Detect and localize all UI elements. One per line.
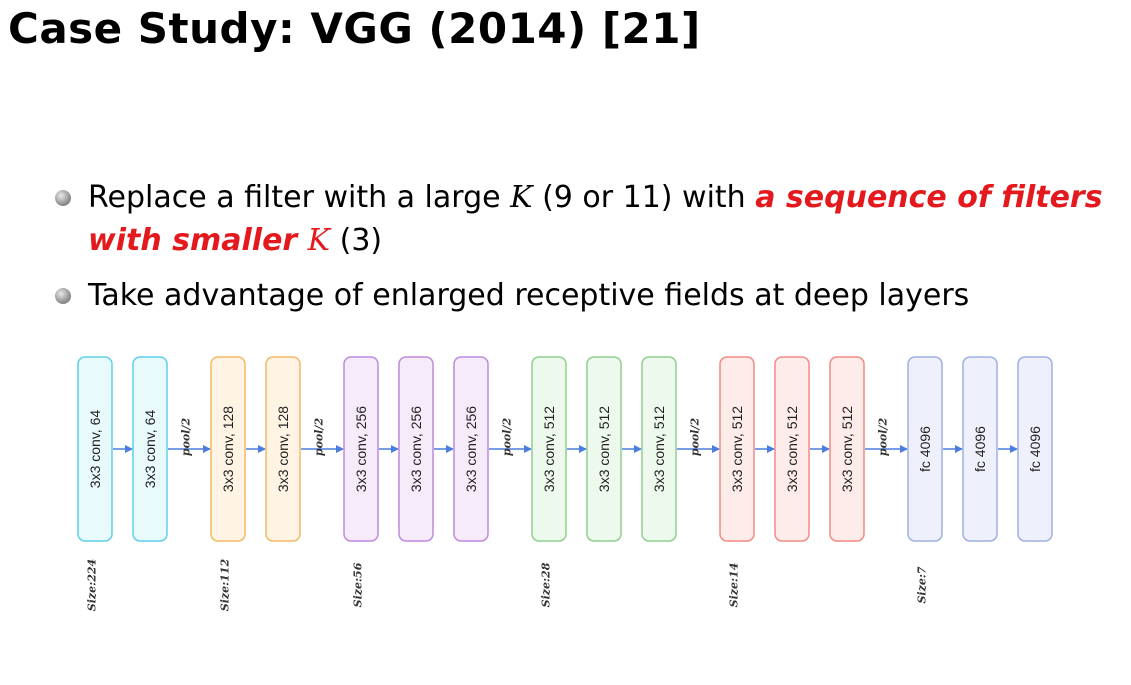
- layer-label: fc 4096: [1027, 426, 1043, 472]
- bullet-text-segment: Replace a filter with a large: [88, 180, 511, 215]
- size-label: Size:56: [352, 562, 365, 607]
- layer-label: 3x3 conv, 128: [220, 406, 236, 492]
- layer-box: [531, 356, 567, 542]
- layer-label: 3x3 conv, 512: [839, 406, 855, 492]
- slide-title: Case Study: VGG (2014) [21]: [8, 4, 701, 53]
- layer-label: 3x3 conv, 512: [541, 406, 557, 492]
- layer-box: [265, 356, 301, 542]
- layer-label: fc 4096: [972, 426, 988, 472]
- layer-label: 3x3 conv, 128: [275, 406, 291, 492]
- bullet-item: Take advantage of enlarged receptive fie…: [55, 274, 1115, 317]
- layer-label: 3x3 conv, 256: [408, 406, 424, 492]
- layer-label: 3x3 conv, 512: [596, 406, 612, 492]
- size-label: Size:14: [728, 563, 741, 608]
- layer-box: [829, 356, 865, 542]
- layer-box: [907, 356, 943, 542]
- layer-box: [453, 356, 489, 542]
- math-variable: K: [510, 180, 533, 215]
- layer-box: [398, 356, 434, 542]
- emphasis-segment: a sequence of filters with smaller: [88, 180, 1103, 258]
- emphasis-text: a sequence of filters with smaller K: [88, 180, 1103, 258]
- pool-label: pool/2: [501, 418, 514, 457]
- layer-box: [641, 356, 677, 542]
- bullet-item: Replace a filter with a large K (9 or 11…: [55, 176, 1115, 262]
- size-label: Size:7: [916, 566, 929, 603]
- layer-box: [719, 356, 755, 542]
- layer-box: [132, 356, 168, 542]
- bullet-text-segment: (9 or 11) with: [532, 180, 756, 215]
- layer-label: 3x3 conv, 64: [87, 410, 103, 489]
- layer-box: [774, 356, 810, 542]
- pool-label: pool/2: [877, 418, 890, 457]
- math-variable: K: [307, 223, 331, 258]
- bullet-icon: [55, 288, 71, 304]
- layer-label: 3x3 conv, 512: [784, 406, 800, 492]
- bullet-text: Replace a filter with a large K (9 or 11…: [88, 180, 1103, 258]
- layer-box: [343, 356, 379, 542]
- bullet-list: Replace a filter with a large K (9 or 11…: [55, 176, 1115, 317]
- pool-label: pool/2: [689, 418, 702, 457]
- bullet-text-segment: (3): [330, 223, 383, 258]
- pool-label: pool/2: [180, 418, 193, 457]
- layer-label: 3x3 conv, 64: [142, 410, 158, 489]
- pool-label: pool/2: [313, 418, 326, 457]
- layer-label: fc 4096: [917, 426, 933, 472]
- layer-label: 3x3 conv, 256: [353, 406, 369, 492]
- bullet-text: Take advantage of enlarged receptive fie…: [88, 278, 970, 313]
- size-label: Size:224: [86, 559, 99, 611]
- layer-label: 3x3 conv, 512: [651, 406, 667, 492]
- layer-box: [77, 356, 113, 542]
- size-label: Size:28: [540, 562, 553, 607]
- layer-box: [210, 356, 246, 542]
- layer-label: 3x3 conv, 256: [463, 406, 479, 492]
- layer-box: [1017, 356, 1053, 542]
- bullet-icon: [55, 190, 71, 206]
- layer-label: 3x3 conv, 512: [729, 406, 745, 492]
- layer-box: [962, 356, 998, 542]
- layer-box: [586, 356, 622, 542]
- size-label: Size:112: [219, 558, 232, 611]
